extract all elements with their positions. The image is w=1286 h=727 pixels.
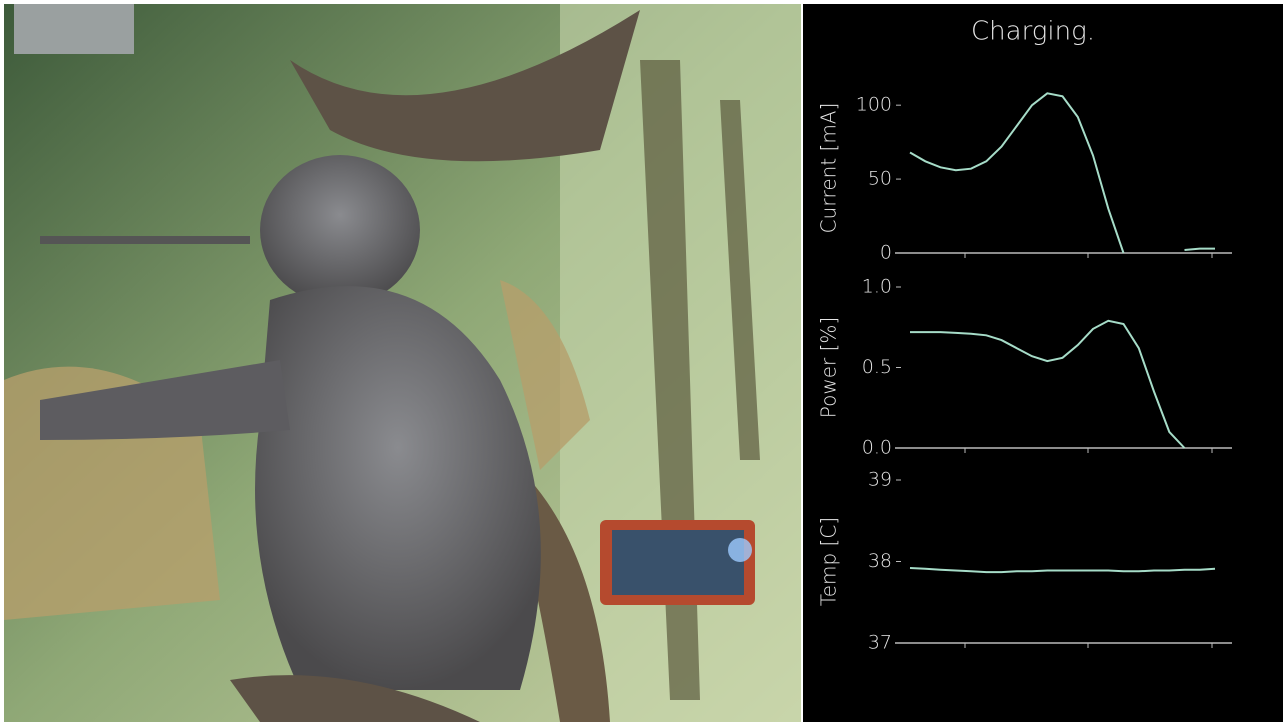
y-tick-label: 38 <box>868 550 892 572</box>
y-tick-label: 100 <box>856 94 892 116</box>
y-axis-label: Current [mA] <box>817 103 841 234</box>
data-line <box>909 92 1215 254</box>
photo <box>4 4 801 722</box>
chart-title: Charging. <box>971 17 1095 47</box>
y-axis-label: Power [%] <box>817 317 841 418</box>
y-tick-label: 0.5 <box>862 356 892 378</box>
y-tick-label: 1.0 <box>862 276 892 298</box>
y-tick-label: 0.0 <box>862 437 892 459</box>
y-tick-label: 50 <box>868 168 892 190</box>
data-line <box>910 319 1186 449</box>
y-tick-label: 39 <box>868 469 892 491</box>
y-tick-label: 0 <box>880 242 892 264</box>
chart-panel <box>803 4 1283 722</box>
data-line <box>909 567 1216 574</box>
y-tick-label: 37 <box>868 632 892 654</box>
y-axis-label: Temp [C] <box>817 517 841 606</box>
